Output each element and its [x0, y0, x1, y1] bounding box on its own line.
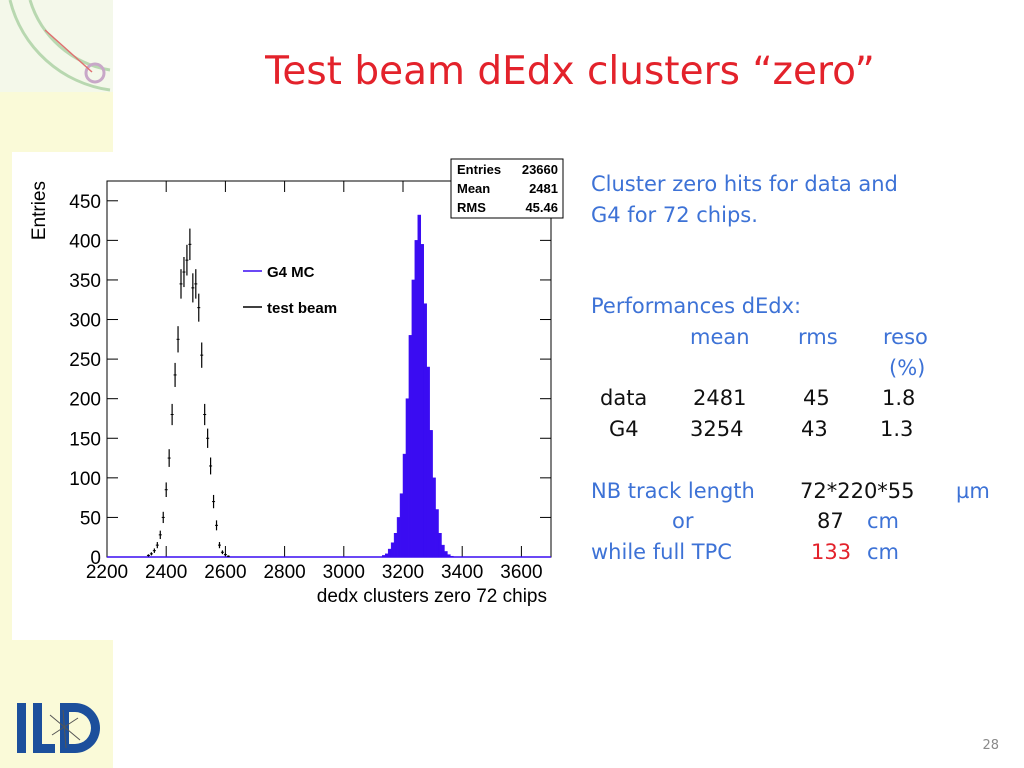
table-header: reso [883, 325, 928, 349]
bar [393, 533, 398, 558]
bar [432, 477, 436, 558]
stats-value: 45.46 [525, 200, 558, 215]
bar [414, 240, 419, 558]
bar [429, 430, 433, 558]
or-unit: cm [867, 509, 899, 533]
bar [390, 542, 395, 558]
bar [387, 548, 392, 558]
stats-label: Entries [457, 162, 501, 177]
y-tick-label: 100 [69, 469, 101, 490]
y-axis-title: Entries [29, 181, 50, 240]
bar [399, 493, 404, 558]
bar [447, 554, 451, 558]
track-unit: µm [956, 479, 990, 503]
bar [444, 551, 448, 558]
legend-label: test beam [267, 300, 337, 317]
corner-arcs [8, 0, 111, 92]
track-value: 72*220*55 [800, 479, 915, 503]
x-tick-label: 3600 [500, 562, 542, 583]
page-number: 28 [982, 738, 999, 753]
table-cell: 43 [801, 417, 828, 441]
table-cell: data [600, 386, 647, 410]
chart: 0 50 100 150 200 250 300 350 400 450 2200 2400 2600 2… [29, 158, 564, 607]
bar [384, 553, 389, 558]
tpc-label: while full TPC [591, 540, 732, 564]
x-tick-label: 2400 [145, 562, 187, 583]
x-axis-title: dedx clusters zero 72 chips [317, 586, 547, 607]
x-tick-label: 2800 [263, 562, 305, 583]
table-header: rms [798, 325, 838, 349]
table-cell: 45 [803, 386, 830, 410]
stats-label: Mean [457, 181, 490, 196]
legend-label: G4 MC [267, 264, 315, 281]
y-tick-label: 400 [69, 231, 101, 252]
stats-value: 2481 [529, 181, 558, 196]
y-tick-label: 250 [69, 350, 101, 371]
y-tick-label: 300 [69, 311, 101, 332]
y-tick-label: 350 [69, 271, 101, 292]
tpc-unit: cm [867, 540, 899, 564]
y-tick-label: 150 [69, 429, 101, 450]
y-tick-label: 200 [69, 390, 101, 411]
track-label: NB track length [591, 479, 755, 503]
intro-line: G4 for 72 chips. [591, 203, 758, 227]
or-label: or [672, 509, 694, 533]
bar [382, 555, 386, 558]
or-value: 87 [817, 509, 844, 533]
x-tick-label: 2600 [204, 562, 246, 583]
bar [438, 533, 442, 558]
x-tick-label: 3400 [441, 562, 483, 583]
table-cell: G4 [609, 417, 639, 441]
bar [411, 279, 416, 558]
bar [396, 517, 401, 558]
table-unit: (%) [889, 356, 925, 380]
bar [426, 366, 430, 558]
bar [402, 453, 407, 558]
stats-label: RMS [457, 200, 486, 215]
table-cell: 2481 [693, 386, 746, 410]
table-cell: 1.8 [882, 386, 915, 410]
bar [417, 214, 422, 558]
x-tick-label: 2200 [86, 562, 128, 583]
intro-line: Cluster zero hits for data and [591, 172, 898, 196]
stats-value: 23660 [522, 162, 558, 177]
y-tick-label: 0 [90, 548, 101, 569]
x-tick-label: 3000 [323, 562, 365, 583]
y-tick-label: 450 [69, 192, 101, 213]
corner-art [0, 0, 113, 92]
slide-title: Test beam dEdx clusters “zero” [264, 49, 875, 94]
table-header: mean [690, 325, 750, 349]
bar [450, 555, 454, 558]
y-tick-label: 50 [80, 508, 101, 529]
bar [420, 244, 424, 558]
table-cell: 1.3 [880, 417, 913, 441]
bar [423, 303, 427, 558]
chart-panel [12, 152, 560, 640]
bar [441, 544, 445, 558]
table-cell: 3254 [690, 417, 743, 441]
bar [405, 398, 410, 558]
ild-logo [17, 703, 100, 753]
tpc-value: 133 [811, 540, 851, 564]
x-tick-label: 3200 [382, 562, 424, 583]
bar [408, 335, 413, 558]
stats-box [450, 158, 564, 219]
perf-title: Performances dEdx: [591, 294, 801, 318]
bar [435, 509, 439, 558]
